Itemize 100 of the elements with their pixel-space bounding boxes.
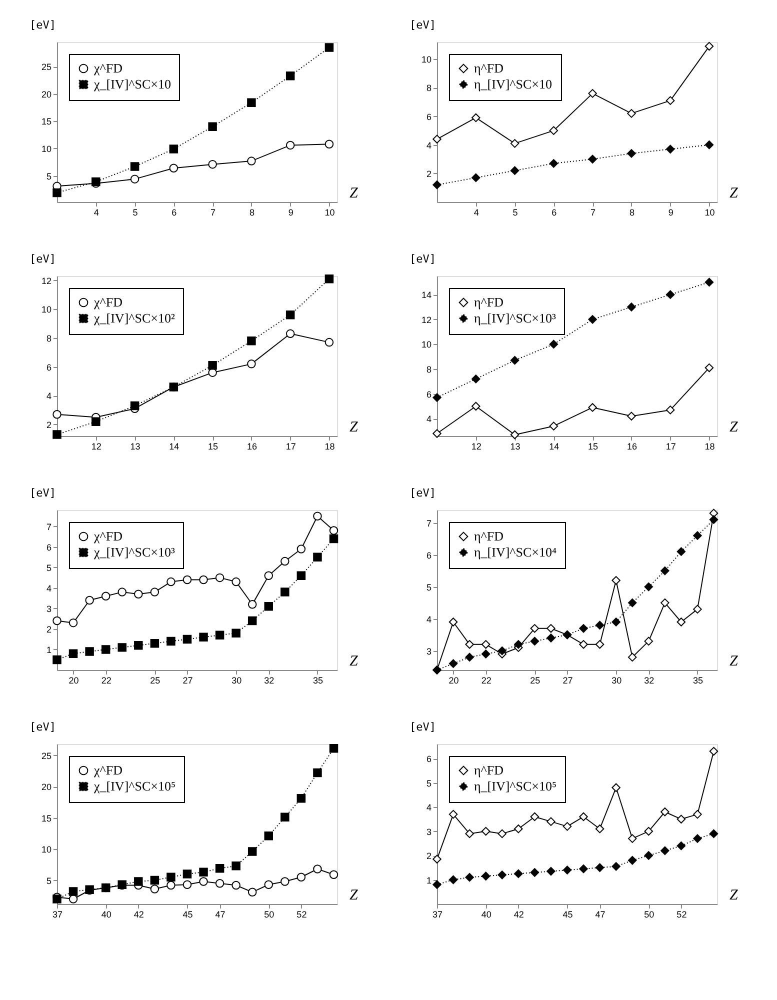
x-tick-label: 52: [676, 910, 687, 920]
x-axis-title: Z: [730, 888, 738, 904]
y-axis-title: [eV]: [410, 486, 436, 500]
point: [628, 598, 637, 608]
legend-label: χ^FD: [93, 60, 122, 76]
point: [182, 575, 192, 584]
x-axis-title: Z: [350, 186, 358, 202]
y-tick-label: 2: [46, 624, 52, 634]
point: [588, 154, 597, 164]
legend-label: η^FD: [474, 528, 504, 544]
point: [666, 96, 675, 105]
point: [627, 109, 636, 118]
x-tick-label: 15: [588, 442, 598, 452]
x-tick-label: 32: [264, 676, 274, 686]
point: [85, 596, 94, 605]
point: [676, 814, 686, 824]
point: [530, 812, 540, 822]
y-tick-label: 25: [41, 750, 52, 761]
y-tick-label: 7: [426, 518, 432, 528]
point: [286, 310, 295, 320]
x-tick-label: 50: [644, 910, 654, 920]
legend-label: χ_[IV]^SC×10²: [93, 310, 175, 326]
point: [150, 588, 160, 596]
point: [579, 640, 588, 649]
point: [280, 877, 290, 886]
point: [627, 149, 636, 158]
point: [588, 315, 597, 324]
point: [612, 783, 620, 792]
point: [296, 544, 306, 554]
y-tick-label: 4: [46, 391, 52, 402]
point: [693, 810, 702, 819]
y-tick-label: 6: [46, 362, 52, 372]
y-tick-label: 8: [46, 333, 52, 344]
point: [514, 640, 523, 649]
point: [644, 826, 653, 836]
legend-label: η^FD: [474, 60, 504, 76]
point: [595, 863, 604, 872]
point: [68, 887, 78, 896]
point: [68, 894, 78, 904]
legend-label: χ^FD: [93, 762, 122, 778]
x-tick-label: 16: [626, 442, 637, 452]
point: [472, 402, 480, 411]
y-tick-label: 2: [426, 851, 432, 862]
point: [549, 159, 558, 168]
x-tick-label: 5: [512, 208, 518, 218]
y-tick-label: 20: [41, 782, 52, 792]
point: [182, 880, 192, 889]
point: [588, 403, 597, 412]
point: [579, 864, 588, 874]
point: [134, 590, 143, 598]
x-tick-label: 9: [288, 208, 294, 218]
y-tick-label: 10: [421, 54, 432, 65]
x-tick-label: 4: [94, 208, 99, 218]
x-tick-label: 42: [514, 910, 524, 920]
point: [448, 618, 458, 626]
point: [549, 422, 558, 430]
point: [709, 829, 718, 838]
point: [52, 410, 62, 419]
point: [232, 577, 240, 586]
point: [150, 884, 160, 894]
point: [546, 866, 556, 876]
point: [514, 824, 523, 834]
point: [208, 122, 217, 132]
y-tick-label: 3: [46, 604, 52, 614]
point: [247, 98, 256, 107]
point: [329, 534, 338, 544]
point: [432, 429, 442, 438]
point: [169, 164, 178, 173]
point: [627, 302, 636, 312]
point: [595, 620, 604, 630]
point: [448, 810, 458, 819]
point: [549, 126, 558, 135]
point: [644, 636, 653, 646]
point: [199, 575, 208, 584]
point: [215, 864, 224, 873]
legend-label: η_[IV]^SC×10: [474, 76, 552, 92]
point: [595, 640, 604, 649]
x-tick-label: 40: [101, 910, 112, 920]
x-tick-label: 17: [286, 442, 296, 452]
x-axis-title: Z: [730, 186, 738, 202]
point: [498, 829, 506, 838]
y-tick-label: 10: [41, 844, 52, 854]
point: [286, 140, 295, 150]
point: [432, 393, 442, 402]
point: [514, 869, 523, 878]
legend-label: χ^FD: [93, 294, 122, 310]
point: [660, 566, 670, 576]
x-tick-label: 42: [134, 910, 144, 920]
x-tick-label: 45: [182, 910, 193, 920]
x-tick-label: 6: [552, 208, 557, 218]
y-tick-label: 10: [41, 304, 52, 315]
point: [85, 647, 94, 656]
point: [562, 866, 572, 874]
x-tick-label: 10: [704, 208, 715, 218]
point: [248, 600, 257, 609]
point: [693, 834, 702, 843]
point: [510, 139, 520, 148]
point: [530, 636, 540, 646]
point: [264, 880, 273, 889]
legend-label: χ^FD: [93, 528, 122, 544]
